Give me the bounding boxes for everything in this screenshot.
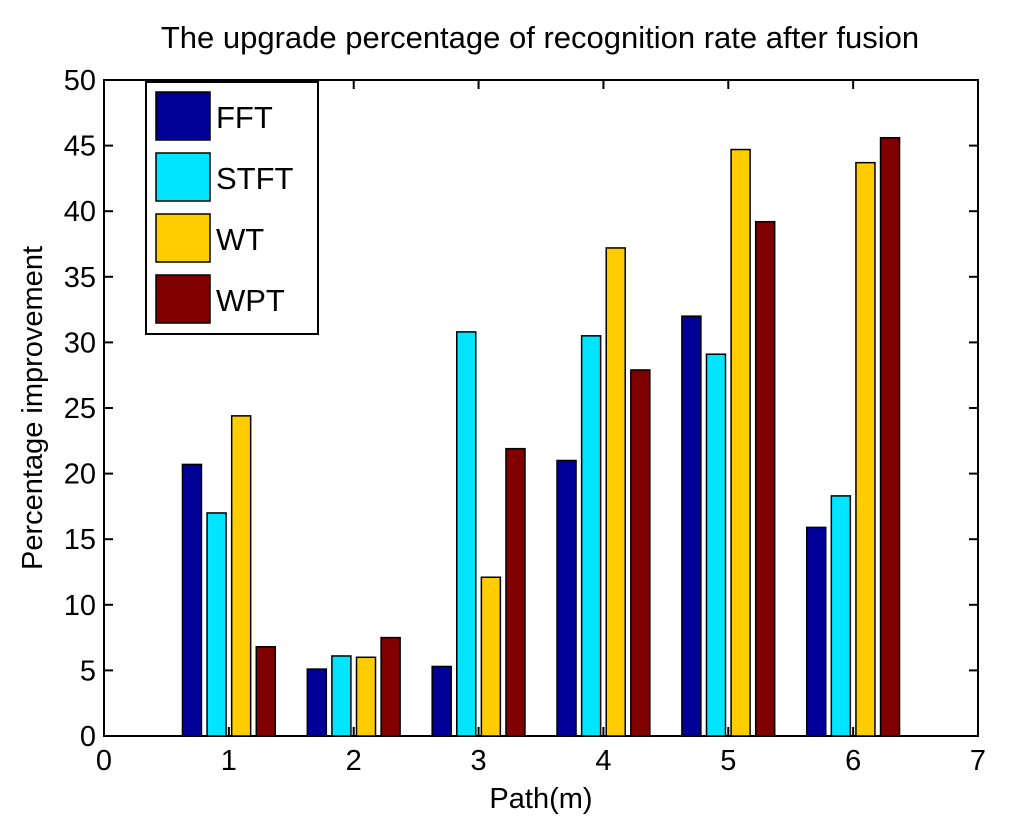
bar-stft-path-3 bbox=[456, 331, 477, 737]
x-tick-label: 4 bbox=[595, 745, 611, 777]
bar-wpt-path-1 bbox=[255, 646, 277, 737]
x-tick-label: 1 bbox=[221, 745, 237, 777]
x-tick-label: 5 bbox=[720, 745, 736, 777]
bar-stft-path-5 bbox=[705, 353, 727, 737]
bar-wt-path-3 bbox=[480, 576, 502, 737]
bar-wpt-path-2 bbox=[380, 636, 401, 737]
chart-title: The upgrade percentage of recognition ra… bbox=[161, 20, 919, 55]
bar-wpt-path-3 bbox=[505, 447, 526, 737]
bar-fft-path-6 bbox=[805, 526, 827, 737]
bar-wpt-path-4 bbox=[630, 369, 651, 737]
bar-wt-path-1 bbox=[230, 415, 252, 737]
x-tick-label: 2 bbox=[346, 745, 362, 777]
bar-fft-path-1 bbox=[181, 463, 203, 737]
bar-fft-path-4 bbox=[556, 459, 577, 737]
bar-wpt-path-5 bbox=[754, 220, 776, 737]
bar-fft-path-3 bbox=[431, 665, 452, 737]
legend-label-stft: STFT bbox=[216, 161, 294, 196]
bar-wt-path-4 bbox=[605, 247, 626, 737]
x-tick-label: 3 bbox=[471, 745, 487, 777]
x-tick-label: 6 bbox=[845, 745, 861, 777]
bars-group bbox=[181, 136, 901, 737]
y-tick-label: 30 bbox=[64, 327, 96, 359]
bar-wpt-path-6 bbox=[879, 136, 901, 737]
y-tick-label: 25 bbox=[64, 393, 96, 425]
y-tick-label: 20 bbox=[64, 459, 96, 491]
legend-label-wpt: WPT bbox=[216, 283, 285, 318]
y-tick-label: 5 bbox=[80, 655, 96, 687]
y-tick-label: 15 bbox=[64, 524, 96, 556]
y-tick-label: 50 bbox=[64, 65, 96, 97]
bar-wt-path-5 bbox=[730, 148, 751, 737]
legend-swatch-fft bbox=[155, 91, 211, 141]
bar-stft-path-1 bbox=[206, 512, 227, 737]
x-tick-label: 7 bbox=[970, 745, 986, 777]
bar-wt-path-6 bbox=[855, 161, 876, 737]
y-tick-label: 45 bbox=[64, 131, 96, 163]
bar-stft-path-6 bbox=[830, 495, 852, 737]
bar-wt-path-2 bbox=[355, 656, 377, 737]
y-tick-label: 35 bbox=[64, 262, 96, 294]
bar-fft-path-5 bbox=[681, 315, 702, 737]
legend-swatch-stft bbox=[155, 152, 211, 202]
y-tick-label: 0 bbox=[80, 721, 96, 753]
bar-stft-path-4 bbox=[580, 335, 602, 737]
y-axis-label: Percentage improvement bbox=[17, 246, 49, 570]
bar-fft-path-2 bbox=[306, 668, 328, 737]
legend-label-wt: WT bbox=[216, 222, 264, 257]
legend-swatch-wt bbox=[155, 213, 211, 263]
y-tick-label: 40 bbox=[64, 196, 96, 228]
legend-label-fft: FFT bbox=[216, 100, 273, 135]
x-axis-label: Path(m) bbox=[489, 783, 592, 815]
bar-stft-path-2 bbox=[331, 655, 352, 737]
x-tick-label: 0 bbox=[96, 745, 112, 777]
y-tick-label: 10 bbox=[64, 590, 96, 622]
legend: FFT STFT WT WPT bbox=[145, 81, 319, 335]
legend-swatch-wpt bbox=[155, 274, 211, 324]
